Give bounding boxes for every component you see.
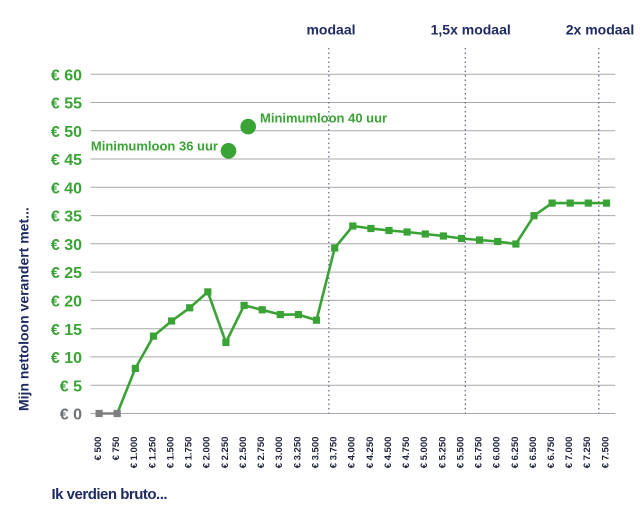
svg-text:€ 7.000: € 7.000 <box>564 437 575 469</box>
svg-text:€ 6.500: € 6.500 <box>528 437 539 469</box>
svg-text:€ 7.250: € 7.250 <box>582 437 593 469</box>
svg-text:€ 45: € 45 <box>51 152 82 169</box>
svg-text:€ 3.500: € 3.500 <box>310 437 321 469</box>
svg-text:€ 750: € 750 <box>111 437 122 461</box>
svg-text:€ 5.000: € 5.000 <box>419 437 430 469</box>
svg-text:modaal: modaal <box>306 22 355 38</box>
svg-text:€ 3.250: € 3.250 <box>292 437 303 469</box>
svg-text:€ 1.750: € 1.750 <box>184 437 195 469</box>
svg-text:€ 60: € 60 <box>51 67 82 84</box>
svg-text:€ 2.250: € 2.250 <box>220 437 231 469</box>
svg-text:€ 55: € 55 <box>51 96 82 113</box>
svg-text:€ 0: € 0 <box>60 407 82 424</box>
svg-text:€ 1.500: € 1.500 <box>166 437 177 469</box>
svg-text:€ 5.250: € 5.250 <box>437 437 448 469</box>
svg-text:2x modaal: 2x modaal <box>566 22 634 38</box>
svg-text:€ 50: € 50 <box>51 124 82 141</box>
svg-text:€ 5.500: € 5.500 <box>455 437 466 469</box>
svg-text:€ 4.750: € 4.750 <box>401 437 412 469</box>
svg-text:€ 5.750: € 5.750 <box>474 437 485 469</box>
svg-text:€ 4.250: € 4.250 <box>365 437 376 469</box>
svg-text:€ 1.000: € 1.000 <box>129 437 140 469</box>
svg-text:€ 20: € 20 <box>51 294 82 311</box>
svg-text:Ik verdien bruto...: Ik verdien bruto... <box>52 486 168 503</box>
svg-text:1,5x modaal: 1,5x modaal <box>431 22 511 38</box>
svg-text:€ 15: € 15 <box>51 322 82 339</box>
svg-text:€ 500: € 500 <box>93 437 104 461</box>
svg-text:€ 35: € 35 <box>51 209 82 226</box>
svg-text:€ 40: € 40 <box>51 180 82 197</box>
svg-text:€ 30: € 30 <box>51 237 82 254</box>
svg-text:€ 1.250: € 1.250 <box>147 437 158 469</box>
svg-text:€ 2.000: € 2.000 <box>202 437 213 469</box>
svg-text:€ 10: € 10 <box>51 350 82 367</box>
svg-text:€ 7.500: € 7.500 <box>600 437 611 469</box>
svg-text:€ 2.500: € 2.500 <box>238 437 249 469</box>
svg-text:€ 4.500: € 4.500 <box>383 437 394 469</box>
svg-text:€ 2.750: € 2.750 <box>256 437 267 469</box>
svg-text:€ 6.750: € 6.750 <box>546 437 557 469</box>
svg-text:Minimumloon 36 uur: Minimumloon 36 uur <box>91 139 218 154</box>
svg-text:€ 3.000: € 3.000 <box>274 437 285 469</box>
svg-text:€ 4.000: € 4.000 <box>347 437 358 469</box>
svg-text:€ 6.250: € 6.250 <box>510 437 521 469</box>
svg-text:€ 25: € 25 <box>51 265 82 282</box>
svg-text:€ 5: € 5 <box>60 378 82 395</box>
svg-text:€ 3.750: € 3.750 <box>329 437 340 469</box>
svg-text:Minimumloon 40 uur: Minimumloon 40 uur <box>260 111 387 126</box>
svg-text:Mijn nettoloon verandert met..: Mijn nettoloon verandert met... <box>16 207 32 411</box>
svg-text:€ 6.000: € 6.000 <box>492 437 503 469</box>
